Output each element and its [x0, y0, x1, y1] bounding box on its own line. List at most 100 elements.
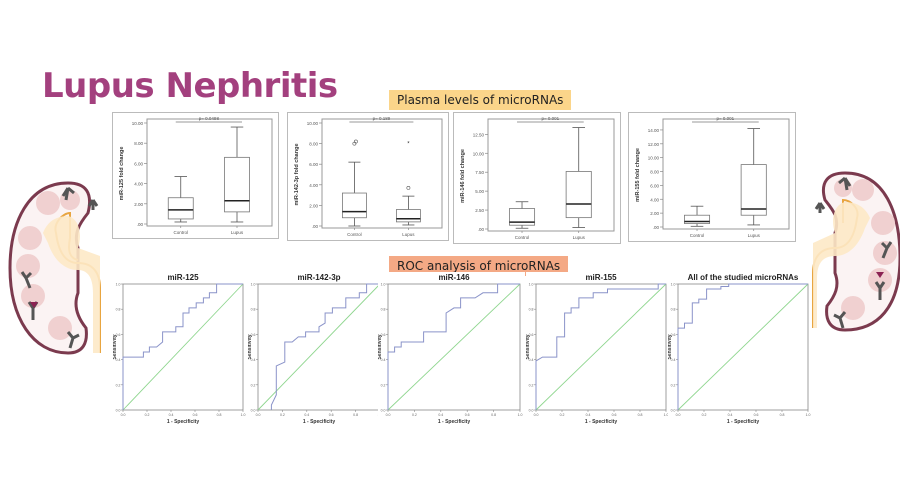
y-axis-label: miR-155 fold change [635, 148, 641, 202]
x-tick-label: 0.2 [145, 413, 150, 417]
roc-mir125-panel: miR-125 0.0 0.2 0.4 0.6 0.8 1.0 0.0 0.2 0.4 0.6 0.8… [112, 272, 248, 425]
y-tick-label: .00 [653, 225, 660, 230]
y-tick-label: 6.00 [309, 162, 318, 167]
page-title: Lupus Nephritis [42, 66, 338, 106]
x-tick-label: 0.6 [612, 413, 617, 417]
x-tick-label: Control [347, 232, 362, 237]
p-value-label: p= 0.001 [717, 116, 735, 121]
plot-frame [487, 118, 615, 232]
x-tick-label: 0.0 [256, 413, 261, 417]
roc-mir155-panel: miR-155 0.0 0.2 0.4 0.6 0.8 1.0 0.0 0.2 0.4 0.6 0.8… [525, 272, 671, 425]
y-tick-label: 0.6 [381, 333, 386, 337]
plasma-levels-banner: Plasma levels of microRNAs [389, 90, 572, 110]
plot-frame [146, 118, 273, 227]
x-tick-label: 0.8 [491, 413, 496, 417]
y-axis-label: miR-142-3p fold change [294, 143, 300, 205]
box-iqr [396, 209, 421, 223]
y-tick-label: 0.0 [529, 409, 534, 413]
x-tick-label: 0.2 [702, 413, 707, 417]
y-tick-label: 0.8 [671, 308, 676, 312]
x-tick-label: Lupus [748, 233, 761, 238]
x-tick-label: Lupus [231, 230, 244, 235]
y-tick-label: 0.0 [671, 409, 676, 413]
x-tick-label: 0.8 [780, 413, 785, 417]
y-tick-label: 10.00 [473, 151, 485, 156]
x-tick-label: 0.6 [329, 413, 334, 417]
y-tick-label: 0.2 [671, 383, 676, 387]
y-tick-label: .00 [137, 222, 144, 227]
x-tick-label: 1.0 [518, 413, 523, 417]
x-axis-label: 1 - Specificity [585, 419, 617, 425]
x-tick-label: 0.8 [638, 413, 643, 417]
y-tick-label: 0.0 [381, 409, 386, 413]
y-tick-label: 0.4 [116, 358, 121, 362]
roc-title: miR-125 [167, 273, 199, 282]
extreme-point: * [407, 142, 410, 148]
x-tick-label: 0.4 [169, 413, 174, 417]
y-tick-label: 4.00 [134, 182, 143, 187]
y-tick-label: 0.6 [529, 333, 534, 337]
y-axis-label: Sensitivity [113, 334, 118, 359]
antibody-icon [61, 186, 75, 201]
x-tick-label: 0.0 [386, 413, 391, 417]
x-axis-label: 1 - Specificity [303, 419, 335, 425]
y-tick-label: 2.00 [309, 203, 318, 208]
y-tick-label: 0.4 [251, 358, 256, 362]
x-tick-label: Control [690, 233, 705, 238]
y-tick-label: 0.8 [381, 308, 386, 312]
y-tick-label: 2.00 [134, 202, 143, 207]
x-tick-label: 0.8 [217, 413, 222, 417]
y-tick-label: 0.8 [251, 308, 256, 312]
x-axis-label: 1 - Specificity [438, 419, 470, 425]
x-tick-label: 0.0 [676, 413, 681, 417]
y-tick-label: 10.00 [307, 121, 319, 126]
y-tick-label: 0.8 [529, 308, 534, 312]
y-tick-label: 0.4 [381, 358, 386, 362]
y-tick-label: 0.4 [671, 358, 676, 362]
y-tick-label: 4.00 [650, 197, 659, 202]
x-tick-label: 0.0 [534, 413, 539, 417]
plot-frame [321, 118, 443, 229]
reference-diagonal [387, 283, 521, 411]
y-tick-label: 10.00 [132, 121, 144, 126]
x-tick-label: Lupus [573, 235, 586, 240]
roc-curve [387, 283, 520, 410]
x-tick-label: Control [515, 235, 530, 240]
y-tick-label: 2.00 [650, 211, 659, 216]
roc-mir142-panel: miR-142-3p 0.0 0.2 0.4 0.6 0.8 1.0 0.0 0.2 0.4 0.6… [247, 272, 385, 425]
y-tick-label: 0.6 [671, 333, 676, 337]
y-tick-label: 1.0 [381, 283, 386, 287]
x-tick-label: 0.2 [280, 413, 285, 417]
y-tick-label: 0.2 [381, 383, 386, 387]
y-tick-label: 8.00 [134, 141, 143, 146]
y-tick-label: 1.0 [529, 283, 534, 287]
y-tick-label: 6.00 [650, 183, 659, 188]
y-tick-label: 8.00 [309, 142, 318, 147]
p-value-label: p= 0.0498 [199, 116, 220, 121]
roc-title: miR-142-3p [297, 273, 340, 282]
y-axis-label: Sensitivity [526, 334, 531, 359]
reference-diagonal [677, 283, 809, 411]
x-tick-label: 0.4 [728, 413, 733, 417]
roc-curve [122, 283, 243, 410]
roc-analysis-banner: ROC analysis of microRNAs [389, 256, 569, 276]
x-tick-label: 0.4 [438, 413, 443, 417]
y-axis-label: Sensitivity [378, 334, 383, 359]
box-iqr [342, 192, 367, 219]
x-tick-label: 1.0 [241, 413, 246, 417]
roc-title: miR-155 [585, 273, 617, 282]
y-tick-label: .00 [478, 227, 485, 232]
roc-all-panel: All of the studied microRNAs 0.0 0.2 0.4 0.6… [667, 272, 813, 425]
x-tick-label: 0.8 [353, 413, 358, 417]
y-tick-label: 1.0 [116, 283, 121, 287]
box-iqr [224, 156, 250, 213]
y-tick-label: 0.0 [116, 409, 121, 413]
y-tick-label: 0.6 [251, 333, 256, 337]
y-tick-label: 4.00 [309, 183, 318, 188]
y-axis-label: miR-146 fold change [460, 149, 466, 203]
box-iqr [684, 214, 711, 224]
y-tick-label: 14.00 [648, 128, 660, 133]
boxplot-mir142-panel: .00 2.00 4.00 6.00 8.00 10.00 miR-142-3p fold … [287, 112, 449, 241]
y-tick-label: .00 [312, 224, 319, 229]
plot-frame [662, 118, 790, 230]
